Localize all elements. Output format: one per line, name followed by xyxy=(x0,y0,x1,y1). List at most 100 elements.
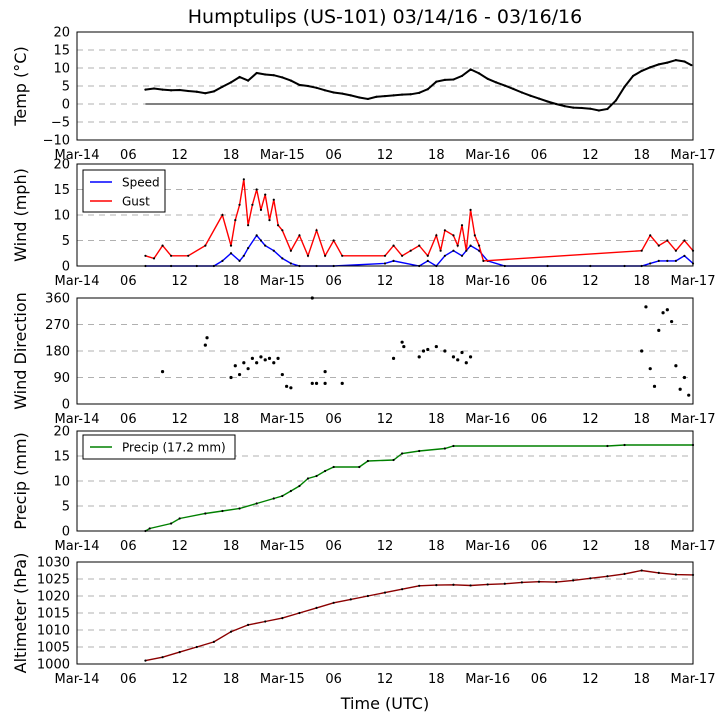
data-point xyxy=(272,361,276,365)
data-point xyxy=(178,651,181,654)
data-point xyxy=(383,254,387,257)
data-point xyxy=(657,244,660,247)
data-point xyxy=(289,489,292,493)
data-point xyxy=(366,97,369,101)
data-point xyxy=(589,107,592,110)
data-point xyxy=(503,84,506,87)
data-point xyxy=(452,583,455,586)
data-point xyxy=(366,594,369,598)
data-point xyxy=(152,257,156,260)
data-point xyxy=(298,484,301,488)
data-point xyxy=(443,78,446,81)
data-point xyxy=(315,606,318,610)
data-point xyxy=(537,97,541,100)
data-point xyxy=(276,224,280,227)
data-point xyxy=(418,584,421,587)
series-line xyxy=(145,444,693,532)
x-tick-label: 12 xyxy=(582,412,599,427)
data-point xyxy=(460,350,464,355)
data-point xyxy=(520,91,523,94)
plot-frame xyxy=(76,163,694,267)
data-point xyxy=(452,444,455,448)
data-point xyxy=(452,249,455,252)
y-tick-label: 20 xyxy=(53,26,70,41)
data-point xyxy=(657,63,660,66)
data-point xyxy=(160,370,165,374)
data-point xyxy=(264,620,267,623)
data-point xyxy=(563,105,566,108)
y-tick-label: 0 xyxy=(62,260,70,275)
data-point xyxy=(255,234,258,237)
x-tick-label: 06 xyxy=(531,672,548,687)
data-point xyxy=(281,229,284,232)
data-point xyxy=(465,249,468,252)
x-tick-label: 06 xyxy=(120,274,137,289)
data-point xyxy=(221,509,224,513)
data-point xyxy=(460,74,464,78)
x-tick-label: 18 xyxy=(223,539,240,554)
x-tick-label: 06 xyxy=(120,148,137,163)
data-point xyxy=(495,81,498,84)
data-point xyxy=(246,367,250,371)
x-tick-label: 18 xyxy=(223,148,240,163)
data-point xyxy=(418,91,421,94)
data-point xyxy=(341,254,344,257)
x-tick-label: 12 xyxy=(171,672,188,687)
data-point xyxy=(267,356,272,360)
data-point xyxy=(640,569,643,572)
x-tick-label: Mar-16 xyxy=(465,539,510,554)
data-point xyxy=(323,381,327,385)
data-point xyxy=(187,254,190,257)
data-point xyxy=(272,198,275,201)
data-point xyxy=(435,584,438,587)
x-tick-label: 06 xyxy=(120,539,137,554)
y-tick-label: 1015 xyxy=(37,607,70,622)
data-point xyxy=(289,79,292,82)
data-point xyxy=(298,611,301,615)
data-point xyxy=(310,381,314,385)
data-point xyxy=(280,372,284,377)
data-point xyxy=(678,387,682,391)
data-point xyxy=(644,305,648,309)
data-point xyxy=(426,88,429,91)
x-tick-label: 12 xyxy=(377,274,394,289)
data-point xyxy=(383,94,387,98)
y-tick-label: 270 xyxy=(45,318,70,333)
data-point xyxy=(443,447,446,450)
legend-label: Gust xyxy=(122,195,150,209)
x-tick-label: Mar-16 xyxy=(465,672,510,687)
y-tick-label: 15 xyxy=(53,44,70,59)
data-point xyxy=(161,88,164,91)
data-point xyxy=(632,74,635,78)
x-tick-label: Mar-16 xyxy=(465,274,510,289)
data-point xyxy=(666,259,669,262)
data-point xyxy=(170,89,173,92)
x-tick-label: Mar-17 xyxy=(671,412,716,427)
data-point xyxy=(272,74,275,77)
y-tick-label: −5 xyxy=(51,116,70,131)
data-point xyxy=(460,254,464,257)
y-tick-label: 90 xyxy=(53,371,70,386)
data-point xyxy=(247,224,250,227)
data-point xyxy=(276,356,280,360)
data-point xyxy=(640,349,644,353)
data-point xyxy=(426,254,429,257)
data-point xyxy=(400,340,404,344)
data-point xyxy=(443,254,446,257)
data-point xyxy=(409,249,412,252)
x-tick-label: Mar-15 xyxy=(260,148,305,163)
data-point xyxy=(418,449,421,453)
x-tick-label: 06 xyxy=(120,412,137,427)
data-point xyxy=(148,527,151,530)
data-point xyxy=(324,254,327,257)
data-point xyxy=(674,259,677,262)
data-point xyxy=(340,381,344,385)
data-point xyxy=(247,247,250,250)
y-tick-label: 1030 xyxy=(37,556,70,571)
y-tick-label: 1025 xyxy=(37,573,70,588)
data-point xyxy=(349,94,352,97)
x-tick-label: Mar-17 xyxy=(671,539,716,554)
data-point xyxy=(237,372,242,377)
data-point xyxy=(580,106,583,110)
data-point xyxy=(324,89,327,92)
